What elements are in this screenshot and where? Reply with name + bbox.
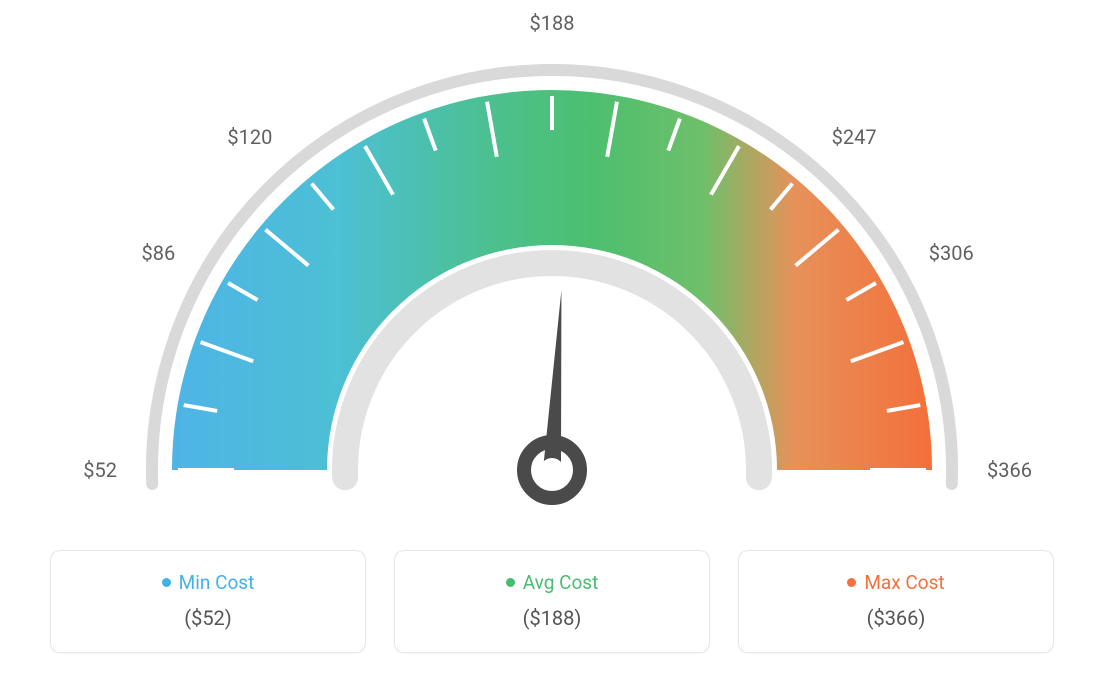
scale-label: $120 xyxy=(227,125,272,149)
min-cost-label: Min Cost xyxy=(179,571,255,594)
min-cost-title: Min Cost xyxy=(61,571,355,594)
scale-label: $86 xyxy=(142,241,176,265)
avg-dot-icon xyxy=(506,578,515,587)
avg-cost-label: Avg Cost xyxy=(523,571,599,594)
gauge-svg xyxy=(122,20,982,540)
min-dot-icon xyxy=(162,578,171,587)
scale-label: $52 xyxy=(83,458,117,482)
max-cost-card: Max Cost ($366) xyxy=(738,550,1054,653)
avg-cost-value: ($188) xyxy=(405,606,699,630)
max-cost-label: Max Cost xyxy=(864,571,944,594)
avg-cost-title: Avg Cost xyxy=(405,571,699,594)
cost-cards: Min Cost ($52) Avg Cost ($188) Max Cost … xyxy=(20,550,1084,653)
max-dot-icon xyxy=(847,578,856,587)
avg-cost-card: Avg Cost ($188) xyxy=(394,550,710,653)
scale-label: $188 xyxy=(530,11,575,35)
scale-label: $366 xyxy=(987,458,1032,482)
min-cost-card: Min Cost ($52) xyxy=(50,550,366,653)
min-cost-value: ($52) xyxy=(61,606,355,630)
max-cost-title: Max Cost xyxy=(749,571,1043,594)
max-cost-value: ($366) xyxy=(749,606,1043,630)
scale-label: $247 xyxy=(832,125,877,149)
gauge-chart: $52$86$120$188$247$306$366 xyxy=(20,20,1084,540)
scale-label: $306 xyxy=(929,241,974,265)
